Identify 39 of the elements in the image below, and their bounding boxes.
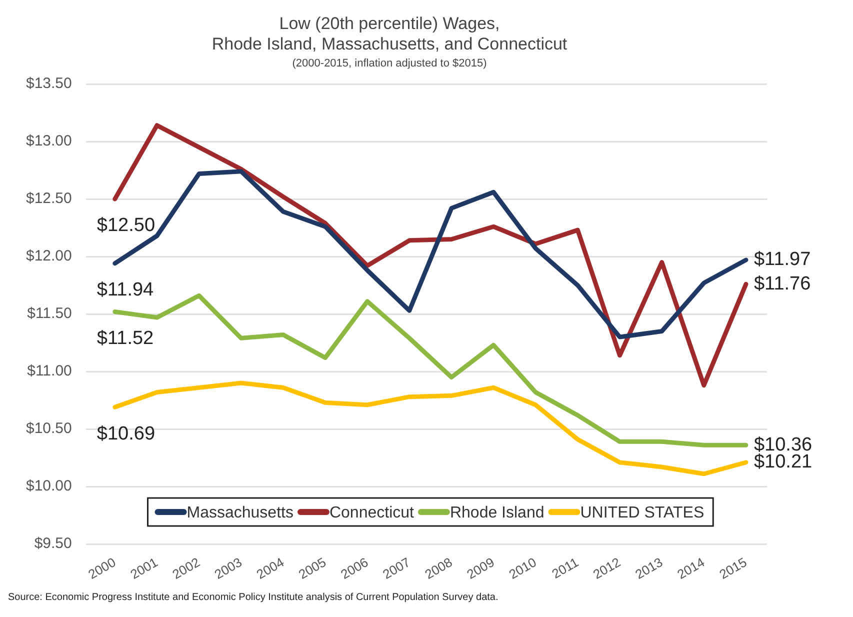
- y-tick-label: $11.50: [27, 305, 72, 322]
- y-tick-label: $13.50: [26, 75, 72, 92]
- annotation: $10.21: [754, 452, 812, 473]
- x-tick-label: 2008: [422, 554, 455, 582]
- y-tick-label: $12.00: [26, 248, 72, 265]
- legend-label: Massachusetts: [186, 504, 294, 522]
- x-tick-label: 2000: [86, 554, 118, 582]
- x-tick-label: 2003: [212, 554, 244, 582]
- x-tick-label: 2009: [464, 554, 497, 582]
- y-tick-label: $10.50: [26, 420, 72, 438]
- y-tick-label: $12.50: [26, 190, 72, 208]
- x-tick-label: 2005: [296, 554, 329, 582]
- y-tick-label: $9.50: [34, 535, 72, 552]
- chart-subtitle: (2000-2015, inflation adjusted to $2015): [292, 57, 487, 70]
- annotation: $11.76: [754, 273, 811, 294]
- annotation: $11.52: [96, 328, 154, 349]
- legend-label: Connecticut: [329, 504, 415, 522]
- chart-title: Low (20th percentile) Wages, Rhode Island, Massachusetts, and Connecticut: [212, 14, 568, 54]
- x-tick-label: 2014: [674, 554, 708, 582]
- annotation: $11.94: [96, 280, 154, 301]
- x-tick-label: 2012: [590, 554, 624, 582]
- x-tick-label: 2006: [338, 554, 371, 582]
- x-tick-label: 2013: [632, 554, 666, 582]
- source-note: Source: Economic Progress Institute and Economic Policy Institute analysis of Current Population Survey data.: [8, 592, 500, 603]
- annotation: $11.97: [754, 249, 811, 270]
- annotation: $12.50: [96, 215, 156, 236]
- x-tick-label: 2004: [254, 554, 286, 582]
- y-tick-label: $13.00: [26, 132, 72, 150]
- legend-label: Rhode Island: [450, 504, 544, 522]
- x-tick-label: 2001: [128, 554, 160, 582]
- x-tick-label: 2002: [170, 554, 202, 582]
- y-tick-label: $11.00: [27, 362, 72, 380]
- x-tick-label: 2010: [506, 554, 539, 582]
- x-tick-label: 2007: [380, 554, 413, 582]
- annotation: $10.69: [96, 423, 156, 444]
- y-tick-label: $10.00: [26, 478, 72, 495]
- legend-label: UNITED STATES: [580, 504, 704, 522]
- x-tick-label: 2011: [549, 554, 581, 582]
- x-tick-label: 2015: [716, 554, 750, 582]
